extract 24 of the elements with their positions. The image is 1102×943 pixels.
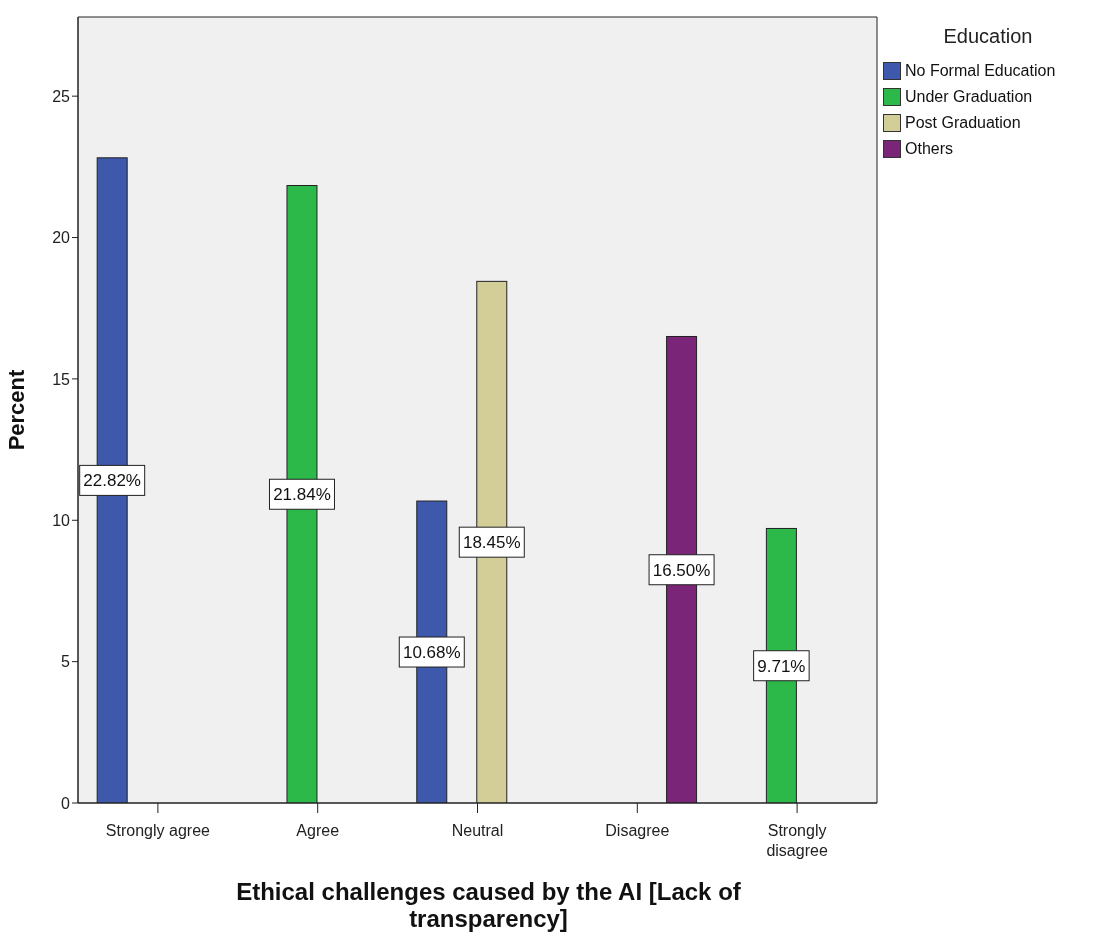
y-tick-label: 20 (52, 229, 71, 247)
x-tick-label: Agree (296, 822, 340, 840)
x-tick-label: Disagree (605, 822, 670, 840)
legend-label: Post Graduation (904, 113, 1022, 133)
x-axis-title: Ethical challenges caused by the AI [Lack of transparency] (235, 878, 742, 932)
legend-label: Others (904, 139, 954, 159)
y-axis-title: Percent (3, 368, 29, 451)
y-tick-label: 5 (61, 653, 71, 671)
data-label: 22.82% (83, 471, 142, 491)
data-label: 21.84% (273, 485, 331, 505)
legend-title: Education (942, 25, 1034, 48)
x-tick-label: Neutral (451, 822, 504, 840)
x-tick-label: Strongly agree (105, 822, 211, 840)
data-label: 18.45% (462, 533, 521, 553)
data-label: 16.50% (652, 560, 711, 580)
y-tick-label: 25 (52, 87, 71, 105)
legend-label: No Formal Education (904, 61, 1057, 81)
data-label: 10.68% (402, 643, 461, 663)
legend-label: Under Graduation (904, 87, 1034, 107)
y-tick-label: 10 (52, 511, 71, 529)
data-label: 9.71% (757, 656, 806, 676)
y-tick-label: 0 (61, 794, 71, 812)
y-tick-label: 15 (52, 370, 71, 388)
x-tick-label: Strongly disagree (766, 822, 828, 860)
